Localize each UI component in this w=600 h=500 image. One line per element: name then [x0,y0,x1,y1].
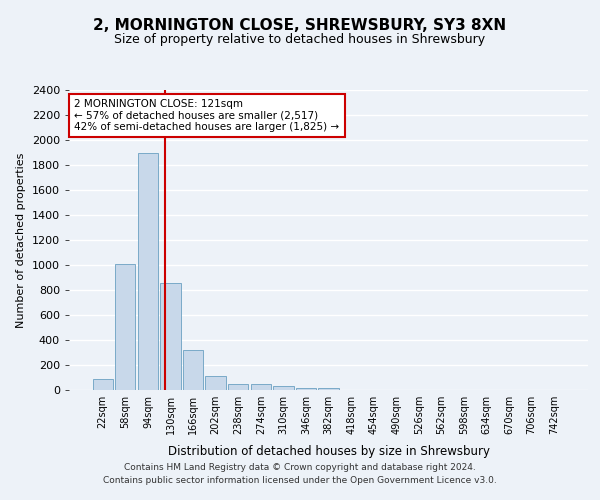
Bar [251,384,271,390]
Y-axis label: Number of detached properties: Number of detached properties [16,152,26,328]
Text: 2, MORNINGTON CLOSE, SHREWSBURY, SY3 8XN: 2, MORNINGTON CLOSE, SHREWSBURY, SY3 8XN [94,18,506,32]
Bar [183,350,203,390]
Bar [228,384,248,390]
Text: 2 MORNINGTON CLOSE: 121sqm
← 57% of detached houses are smaller (2,517)
42% of s: 2 MORNINGTON CLOSE: 121sqm ← 57% of deta… [74,99,340,132]
Bar [138,152,158,390]
Text: Contains HM Land Registry data © Crown copyright and database right 2024.: Contains HM Land Registry data © Crown c… [124,464,476,472]
Bar [160,282,181,390]
Text: Contains public sector information licensed under the Open Government Licence v3: Contains public sector information licen… [103,476,497,485]
Text: Size of property relative to detached houses in Shrewsbury: Size of property relative to detached ho… [115,32,485,46]
Bar [319,388,338,390]
Bar [205,376,226,390]
X-axis label: Distribution of detached houses by size in Shrewsbury: Distribution of detached houses by size … [167,446,490,458]
Bar [273,386,293,390]
Bar [92,379,113,390]
Bar [115,264,136,390]
Bar [296,388,316,390]
